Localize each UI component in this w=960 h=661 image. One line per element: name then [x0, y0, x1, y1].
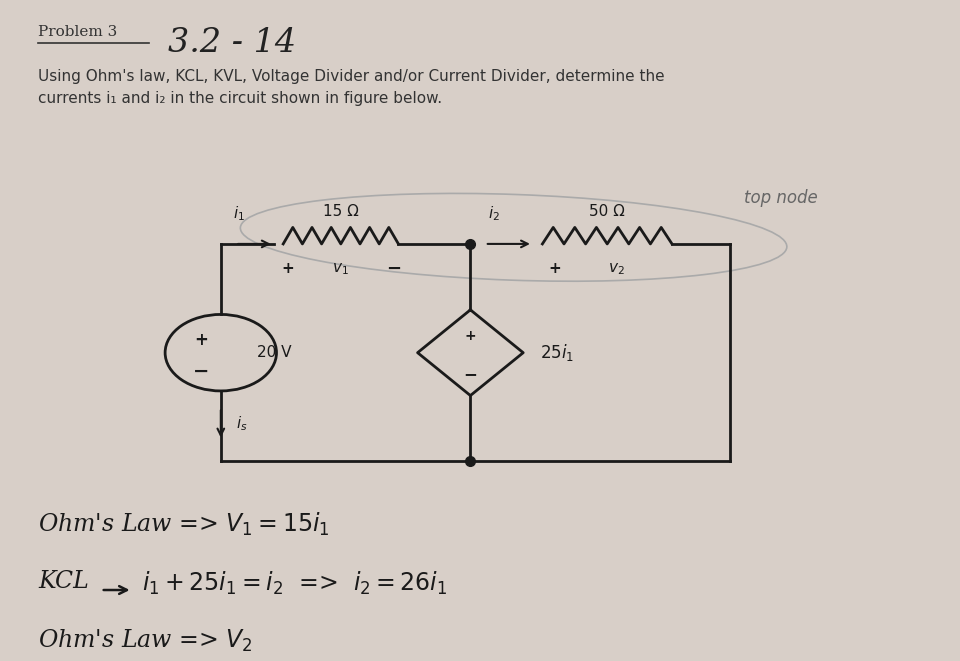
Text: Ohm's Law => $V_1 = 15i_1$: Ohm's Law => $V_1 = 15i_1$ — [38, 511, 330, 538]
Text: $i_1 + 25i_1 = i_2$  =>  $i_2 = 26i_1$: $i_1 + 25i_1 = i_2$ => $i_2 = 26i_1$ — [142, 570, 447, 598]
Text: +: + — [281, 262, 295, 276]
Text: KCL: KCL — [38, 570, 89, 593]
Text: −: − — [464, 365, 477, 383]
Text: top node: top node — [744, 189, 818, 207]
Text: $v_1$: $v_1$ — [332, 261, 349, 277]
Text: Ohm's Law => $V_2$: Ohm's Law => $V_2$ — [38, 627, 253, 654]
Text: +: + — [465, 329, 476, 343]
Text: Problem 3: Problem 3 — [38, 25, 118, 39]
Text: $25 i_1$: $25 i_1$ — [540, 342, 575, 363]
Text: −: − — [193, 362, 210, 381]
Text: +: + — [195, 330, 208, 348]
Text: 15 Ω: 15 Ω — [323, 204, 359, 219]
Text: 3.2 - 14: 3.2 - 14 — [168, 27, 296, 59]
Text: 20 V: 20 V — [257, 345, 292, 360]
Text: $i_s$: $i_s$ — [236, 414, 248, 433]
Text: 50 Ω: 50 Ω — [589, 204, 625, 219]
Text: +: + — [548, 262, 561, 276]
Text: $v_2$: $v_2$ — [609, 261, 625, 277]
Text: $i_1$: $i_1$ — [233, 204, 245, 223]
Text: $i_2$: $i_2$ — [488, 204, 499, 223]
Text: −: − — [386, 260, 401, 278]
Text: Using Ohm's law, KCL, KVL, Voltage Divider and/or Current Divider, determine the: Using Ohm's law, KCL, KVL, Voltage Divid… — [38, 69, 665, 106]
